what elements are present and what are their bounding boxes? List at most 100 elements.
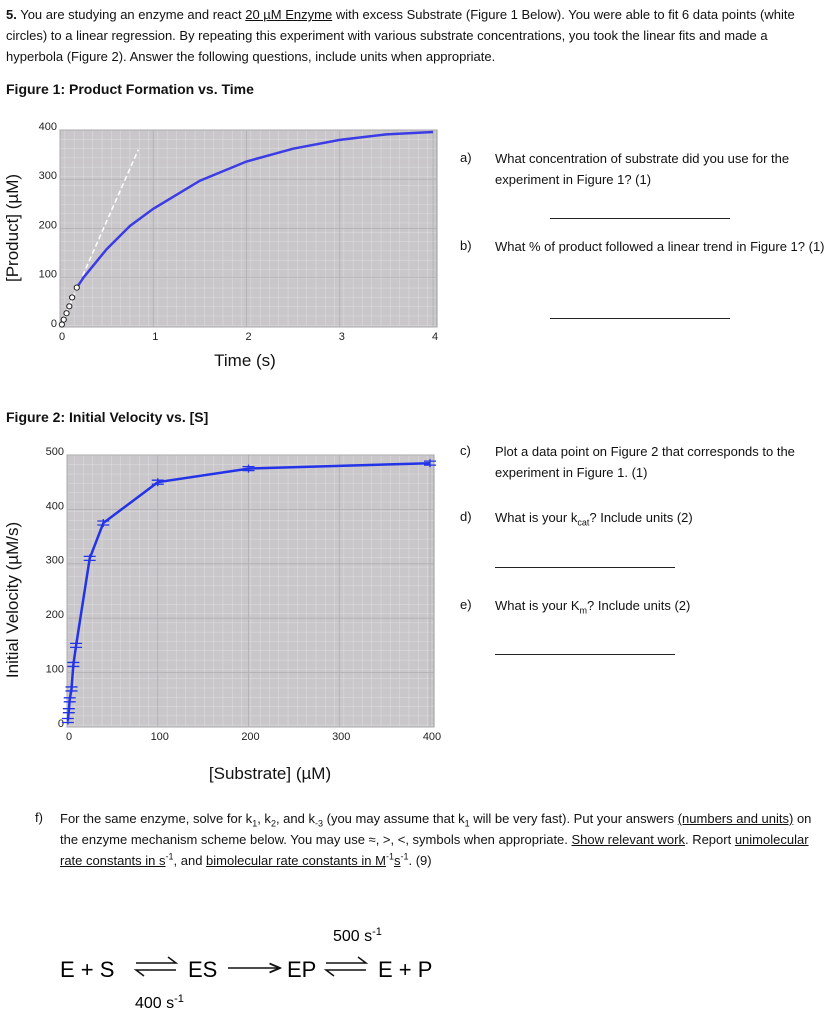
text-run: What is your k <box>495 510 578 525</box>
species: EP <box>287 957 316 982</box>
data-point <box>242 464 255 473</box>
text-run: -3 <box>314 818 323 829</box>
data-point <box>60 316 67 323</box>
species: E + S <box>60 957 114 982</box>
text-run: (numbers and units) <box>677 811 794 826</box>
plot-area <box>66 454 435 728</box>
x-tick-label: 100 <box>151 731 169 743</box>
text-run: (you may assume that k <box>323 811 465 826</box>
x-tick-label: 2 <box>245 331 251 343</box>
x-tick-label: 400 <box>423 731 441 743</box>
text-run: Plot a data point on Figure 2 that corre… <box>495 444 795 480</box>
data-point <box>63 310 70 317</box>
x-tick-label: 1 <box>152 331 158 343</box>
data-point <box>61 716 74 725</box>
text-run: What is your K <box>495 598 580 613</box>
data-point <box>62 706 75 715</box>
text-run: 5. <box>6 7 17 22</box>
text-run: bimolecular rate constants in M <box>206 853 386 868</box>
intro-text: 5. You are studying an enzyme and react … <box>6 4 828 67</box>
text-run: with excess Substrate (Figure 1 Below). … <box>6 7 795 64</box>
text-run: s <box>393 853 401 868</box>
text-run: -1 <box>385 851 394 862</box>
data-point <box>58 321 65 328</box>
text-run: unimolecular rate constants in s <box>60 832 809 868</box>
text-run: 2 <box>270 818 276 829</box>
y-axis-label: Initial Velocity (µM/s) <box>3 522 22 678</box>
question-text: Plot a data point on Figure 2 that corre… <box>495 441 825 483</box>
question-text: What is your kcat? Include units (2) <box>495 507 825 528</box>
question-label: f) <box>35 810 43 825</box>
equilibrium-arrow <box>323 956 369 977</box>
text-run: What % of product followed a linear tren… <box>495 239 825 254</box>
y-tick-label: 500 <box>46 446 64 458</box>
answer-line <box>495 654 675 655</box>
question-label: b) <box>460 238 472 253</box>
question-text: For the same enzyme, solve for k1, k2, a… <box>60 808 825 871</box>
y-tick-label: 100 <box>39 269 57 281</box>
y-tick-label: 200 <box>39 219 57 231</box>
data-point <box>424 459 436 468</box>
text-run: ? Include units (2) <box>589 510 693 525</box>
text-run: . Report <box>684 832 735 847</box>
text-run: , and k <box>275 811 315 826</box>
text-run: cat <box>577 517 590 528</box>
data-point <box>69 294 76 301</box>
question-label: c) <box>460 443 471 458</box>
text-run: on the enzyme mechanism scheme below. Yo… <box>60 811 812 847</box>
data-point <box>73 284 80 291</box>
answer-line <box>550 218 730 219</box>
data-point <box>65 684 78 693</box>
chart: 0 100 200 300 400 0 1 2 3 4 Time (s) [Product] (µM) <box>3 121 438 370</box>
x-tick-label: 300 <box>332 731 350 743</box>
x-axis-label: Time (s) <box>214 351 276 370</box>
question-label: d) <box>460 509 472 524</box>
y-tick-label: 0 <box>58 718 64 730</box>
text-run: -1 <box>165 851 174 862</box>
text-run: will be very fast). Put your answers <box>469 811 678 826</box>
rate-constant: 400 s-1 <box>135 993 184 1012</box>
answer-line <box>550 318 730 319</box>
figure-title: Figure 2: Initial Velocity vs. [S] <box>6 409 209 425</box>
text-run: 500 s <box>333 928 372 945</box>
text-run: You are studying an enzyme and react <box>16 7 246 22</box>
text-run: ? Include units (2) <box>587 598 691 613</box>
text-run: 1 <box>464 818 470 829</box>
text-run: m <box>579 605 588 616</box>
species: ES <box>188 957 217 982</box>
text-run: 1 <box>252 818 258 829</box>
question-text: What % of product followed a linear tren… <box>495 236 825 257</box>
x-axis-label: [Substrate] (µM) <box>209 764 331 783</box>
species: E + P <box>378 957 432 982</box>
data-point <box>83 554 96 563</box>
reaction-scheme: E + S ES EP E + P 500 s-1 400 s-1 <box>60 926 432 1012</box>
text-run: . (9) <box>408 853 432 868</box>
figure-title: Figure 1: Product Formation vs. Time <box>6 81 254 97</box>
y-tick-label: 400 <box>46 500 64 512</box>
y-tick-label: 300 <box>46 555 64 567</box>
data-line <box>75 130 434 289</box>
y-axis-label: [Product] (µM) <box>3 174 22 282</box>
y-tick-label: 400 <box>39 121 57 133</box>
question-label: e) <box>460 597 472 612</box>
data-point <box>66 303 73 310</box>
x-tick-label: 0 <box>59 331 65 343</box>
text-run: , k <box>257 811 271 826</box>
text-run: For the same enzyme, solve for k <box>60 811 253 826</box>
question-text: What concentration of substrate did you … <box>495 148 825 190</box>
x-tick-label: 3 <box>339 331 345 343</box>
data-point <box>67 660 80 669</box>
question-label: a) <box>460 150 472 165</box>
text-run: -1 <box>174 993 184 1005</box>
rate-constant: 500 s-1 <box>333 926 382 945</box>
x-tick-label: 0 <box>66 731 72 743</box>
equilibrium-arrow <box>133 956 179 977</box>
answer-line <box>495 567 675 568</box>
x-tick-label: 4 <box>432 331 438 343</box>
text-run: Show relevant work <box>571 832 685 847</box>
text-run: -1 <box>400 851 409 862</box>
y-tick-label: 300 <box>39 170 57 182</box>
data-point <box>151 478 164 487</box>
chart: 0 100 200 300 400 500 0 100 200 300 400 [Substrate]… <box>3 446 441 783</box>
